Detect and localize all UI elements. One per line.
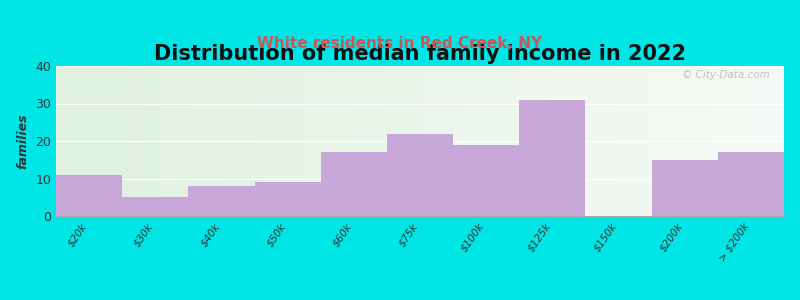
Bar <box>122 197 188 216</box>
Bar <box>254 182 321 216</box>
Bar <box>519 100 586 216</box>
Bar <box>652 160 718 216</box>
Bar <box>718 152 784 216</box>
Bar <box>387 134 453 216</box>
Bar <box>453 145 519 216</box>
Bar <box>321 152 387 216</box>
Text: © City-Data.com: © City-Data.com <box>682 70 770 80</box>
Text: White residents in Red Creek, NY: White residents in Red Creek, NY <box>258 36 542 51</box>
Bar <box>56 175 122 216</box>
Title: Distribution of median family income in 2022: Distribution of median family income in … <box>154 44 686 64</box>
Y-axis label: families: families <box>17 113 30 169</box>
Bar <box>188 186 254 216</box>
